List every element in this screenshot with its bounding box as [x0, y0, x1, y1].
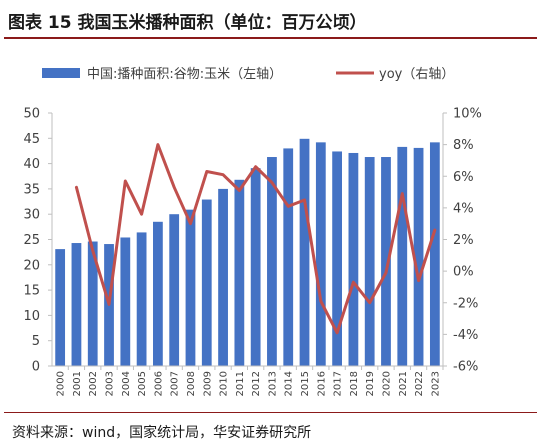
x-tick-label: 2010 [219, 371, 230, 396]
right-tick-label: -4% [453, 328, 478, 343]
bar [283, 148, 294, 366]
bar [299, 138, 310, 366]
left-tick-label: 35 [23, 182, 40, 197]
right-tick-label: 6% [453, 170, 474, 185]
bar [250, 168, 261, 366]
bar [169, 214, 180, 366]
x-tick-label: 2001 [72, 371, 83, 396]
x-tick-label: 2006 [153, 371, 164, 396]
legend-line-label: yoy（右轴） [379, 67, 454, 82]
x-tick-label: 2003 [105, 371, 116, 396]
bar [348, 152, 359, 366]
left-tick-label: 0 [32, 360, 40, 375]
x-tick-label: 2000 [56, 371, 67, 396]
x-tick-label: 2011 [235, 371, 246, 396]
left-tick-label: 20 [23, 258, 40, 273]
right-tick-label: -6% [453, 360, 478, 375]
bar [55, 249, 66, 366]
x-tick-label: 2004 [121, 371, 132, 396]
x-tick-label: 2013 [267, 371, 278, 396]
bar [381, 157, 391, 366]
x-tick-label: 2014 [284, 371, 295, 396]
bar [120, 237, 131, 366]
right-tick-label: 10% [453, 107, 482, 122]
left-tick-label: 10 [23, 309, 40, 324]
left-tick-label: 5 [32, 334, 40, 349]
x-tick-label: 2023 [430, 371, 441, 396]
legend: 中国:播种面积:谷物:玉米（左轴） yoy（右轴） [42, 67, 454, 82]
x-tick-label: 2009 [202, 371, 213, 396]
bar [87, 241, 98, 366]
bar [364, 157, 375, 366]
left-tick-label: 25 [23, 233, 40, 248]
x-tick-label: 2015 [300, 371, 311, 396]
right-tick-label: 8% [453, 138, 474, 153]
source-divider [4, 412, 537, 413]
right-tick-label: 4% [453, 201, 474, 216]
x-tick-label: 2008 [186, 371, 197, 396]
left-tick-label: 30 [23, 208, 40, 223]
left-tick-label: 45 [23, 132, 40, 147]
x-tick-label: 2020 [381, 371, 392, 396]
bar [234, 179, 245, 366]
bar [71, 243, 82, 366]
bar [267, 157, 277, 366]
right-tick-label: 0% [453, 265, 474, 280]
source-note: 资料来源：wind，国家统计局，华安证券研究所 [12, 425, 312, 441]
left-tick-label: 50 [23, 107, 40, 122]
x-tick-label: 2022 [414, 371, 425, 396]
x-tick-label: 2021 [398, 371, 409, 396]
chart: 中国:播种面积:谷物:玉米（左轴） yoy（右轴） 0 5 10 15 20 25 30 35… [23, 67, 481, 397]
yoy-line [74, 143, 437, 335]
x-tick-label: 2017 [333, 371, 344, 396]
figure-title: 图表 15 我国玉米播种面积（单位：百万公顷） [8, 13, 367, 33]
x-tick-label: 2007 [170, 371, 181, 396]
right-tick-label: 2% [453, 233, 474, 248]
plot-area: 0 5 10 15 20 25 30 35 40 45 50 -6% -4% -2% 0% 2% 4% 6% 8% 1… [23, 107, 481, 397]
bar [429, 142, 440, 366]
title-divider [4, 37, 537, 39]
x-tick-label: 2012 [251, 371, 262, 396]
bar [185, 209, 196, 366]
bar [397, 146, 408, 366]
bar [136, 232, 147, 366]
bar [315, 142, 326, 366]
x-tick-label: 2002 [88, 371, 99, 396]
bar [332, 151, 342, 366]
x-tick-label: 2016 [316, 371, 327, 396]
left-tick-label: 40 [23, 157, 40, 172]
bar [201, 199, 212, 366]
bar [153, 221, 163, 366]
bar [218, 188, 228, 366]
legend-bar-swatch [42, 68, 80, 78]
right-tick-label: -2% [453, 296, 478, 311]
x-tick-label: 2005 [137, 371, 148, 396]
bar [413, 147, 424, 366]
left-tick-label: 15 [23, 284, 40, 299]
legend-bar-label: 中国:播种面积:谷物:玉米（左轴） [87, 67, 282, 82]
x-tick-label: 2018 [349, 371, 360, 396]
x-tick-label: 2019 [365, 371, 376, 396]
